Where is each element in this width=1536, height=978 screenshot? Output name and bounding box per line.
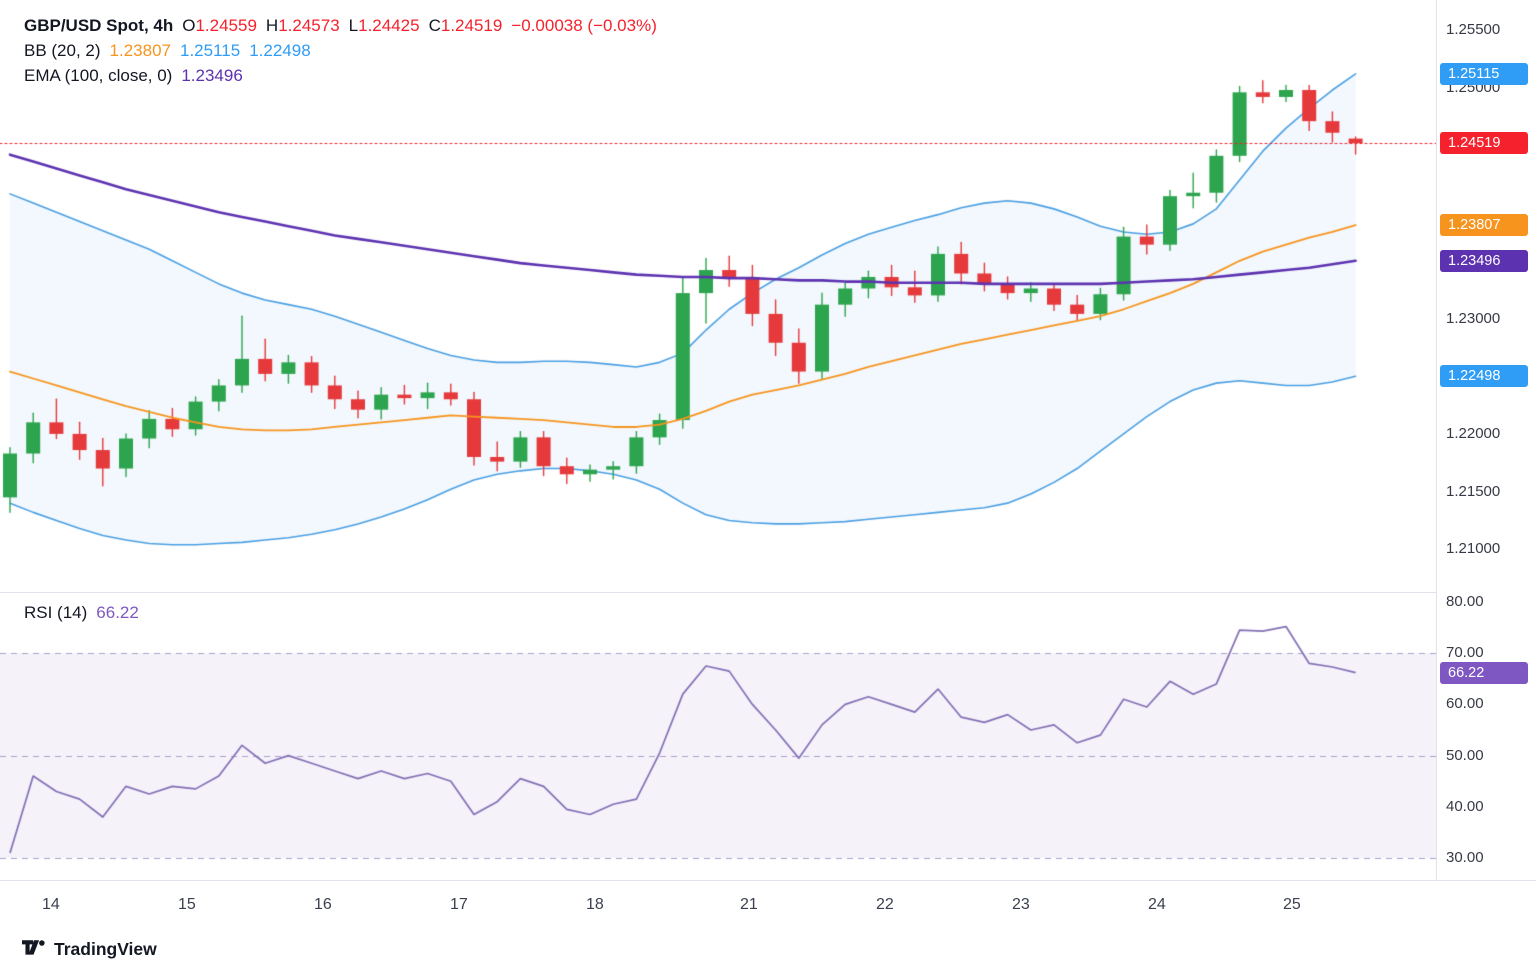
ema-legend-row[interactable]: EMA (100, close, 0) 1.23496 — [24, 66, 657, 86]
rsi-axis-tick: 60.00 — [1446, 695, 1484, 713]
price-axis-tick: 1.23000 — [1446, 309, 1501, 327]
tradingview-logo-icon — [22, 940, 45, 955]
tradingview-logo[interactable]: TradingView — [22, 939, 157, 960]
price-label-badge: 1.24519 — [1440, 132, 1528, 155]
time-axis-label: 15 — [178, 896, 196, 913]
time-axis-label: 17 — [450, 896, 468, 913]
time-axis-label: 18 — [586, 896, 604, 913]
ohlc-low: L1.24425 — [348, 16, 420, 35]
rsi-chart-canvas[interactable] — [0, 592, 1436, 880]
bb-basis-value: 1.23807 — [109, 41, 171, 60]
symbol-title[interactable]: GBP/USD Spot, 4h — [24, 16, 174, 35]
bb-legend-row[interactable]: BB (20, 2) 1.23807 1.25115 1.22498 — [24, 41, 657, 61]
time-axis-label: 23 — [1012, 896, 1030, 913]
time-axis-label: 16 — [314, 896, 332, 913]
tradingview-brand-text: TradingView — [54, 939, 157, 959]
bb-upper-value: 1.25115 — [180, 41, 241, 60]
price-label-badge: 1.22498 — [1440, 365, 1528, 388]
time-axis-label: 24 — [1148, 896, 1166, 913]
rsi-axis-tick: 40.00 — [1446, 797, 1484, 815]
rsi-value: 66.22 — [96, 603, 139, 622]
footer: TradingView — [0, 930, 1536, 978]
time-axis-label: 22 — [876, 896, 894, 913]
pane-separator[interactable] — [0, 592, 1536, 593]
rsi-axis-tick: 70.00 — [1446, 644, 1484, 662]
price-axis-tick: 1.22000 — [1446, 424, 1501, 442]
time-axis-label: 14 — [42, 896, 60, 913]
price-legend: GBP/USD Spot, 4h O1.24559 H1.24573 L1.24… — [24, 16, 657, 91]
price-label-badge: 1.23496 — [1440, 250, 1528, 273]
rsi-indicator-label[interactable]: RSI (14) — [24, 603, 88, 622]
ema-value: 1.23496 — [181, 66, 243, 85]
rsi-value-badge: 66.22 — [1440, 661, 1528, 684]
bb-indicator-label[interactable]: BB (20, 2) — [24, 41, 101, 60]
price-chart-canvas[interactable] — [0, 0, 1436, 592]
time-axis-label: 25 — [1283, 896, 1301, 913]
price-label-badge: 1.23807 — [1440, 214, 1528, 237]
price-axis-tick: 1.21000 — [1446, 540, 1501, 558]
time-axis[interactable]: 14 15 16 17 18 21 22 23 24 25 — [0, 880, 1536, 930]
bb-lower-value: 1.22498 — [249, 41, 311, 60]
change-value: −0.00038 (−0.03%) — [511, 16, 657, 35]
price-label-badge: 1.25115 — [1440, 63, 1528, 86]
ohlc-close: C1.24519 — [428, 16, 503, 35]
ohlc-high: H1.24573 — [265, 16, 340, 35]
price-axis[interactable]: 1.25500 1.25000 1.23000 1.22000 1.21500 1.210… — [1436, 0, 1536, 930]
rsi-legend-row[interactable]: RSI (14) 66.22 — [24, 603, 139, 623]
rsi-axis-tick: 50.00 — [1446, 746, 1484, 764]
symbol-legend-row[interactable]: GBP/USD Spot, 4h O1.24559 H1.24573 L1.24… — [24, 16, 657, 36]
ema-indicator-label[interactable]: EMA (100, close, 0) — [24, 66, 173, 85]
time-axis-label: 21 — [740, 896, 758, 913]
rsi-axis-tick: 30.00 — [1446, 849, 1484, 866]
price-axis-tick: 1.21500 — [1446, 482, 1501, 500]
ohlc-open: O1.24559 — [182, 16, 257, 35]
rsi-axis-tick: 80.00 — [1446, 593, 1484, 610]
price-axis-tick: 1.25500 — [1446, 21, 1501, 38]
